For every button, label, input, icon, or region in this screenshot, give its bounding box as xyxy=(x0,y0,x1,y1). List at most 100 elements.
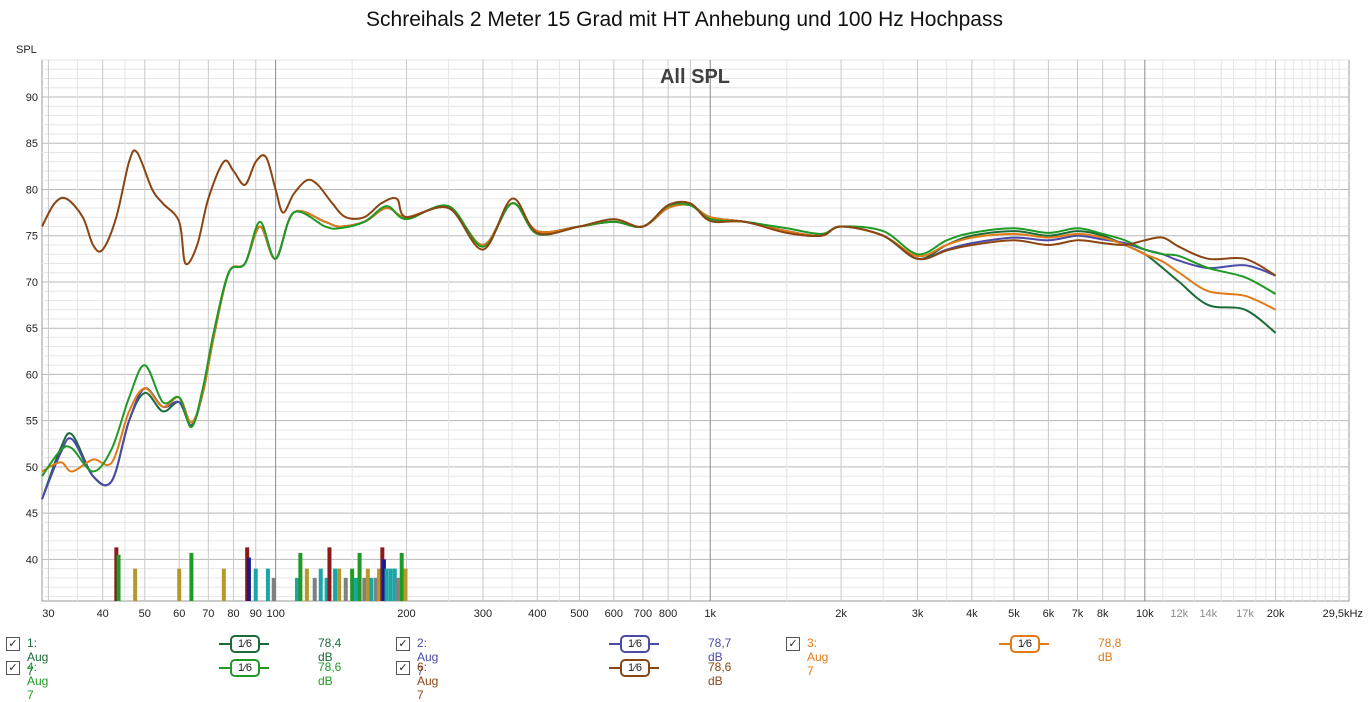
x-tick-label: 50 xyxy=(139,608,151,620)
legend-checkbox[interactable]: ✓ xyxy=(396,661,410,675)
legend-label: 1: Aug 7 xyxy=(27,636,49,678)
legend-value: 78,7 dB xyxy=(708,636,732,664)
peak-bar xyxy=(333,568,338,601)
y-tick-label: 60 xyxy=(26,369,38,381)
x-tick-label: 4k xyxy=(966,608,978,620)
peak-bar xyxy=(253,568,258,601)
peak-bar xyxy=(350,568,355,601)
x-tick-label: 14k xyxy=(1199,608,1217,620)
overlay-label: All SPL xyxy=(660,66,730,88)
axes: 40 45 50 55 60 65 70 75 80 85 90 30 40 50 60 70 80 90 100 2… xyxy=(26,92,1363,620)
x-tick-label: 80 xyxy=(227,608,239,620)
x-tick-label: 40 xyxy=(97,608,109,620)
peak-bar xyxy=(133,568,138,601)
peak-bar xyxy=(318,568,323,601)
y-tick-label: 55 xyxy=(26,416,38,428)
smoothing-label: 1⁄6 xyxy=(230,659,260,677)
y-tick-label: 40 xyxy=(26,554,38,566)
legend-checkbox[interactable]: ✓ xyxy=(786,637,800,651)
legend-checkbox[interactable]: ✓ xyxy=(6,637,20,651)
x-tick-label: 90 xyxy=(250,608,262,620)
peak-bar xyxy=(304,568,309,601)
x-tick-label: 17k xyxy=(1236,608,1254,620)
smoothing-button[interactable]: 1⁄6 xyxy=(999,635,1049,653)
y-tick-label: 50 xyxy=(26,462,38,474)
x-tick-label: 400 xyxy=(528,608,546,620)
x-tick-label: 600 xyxy=(605,608,623,620)
x-tick-label: 60 xyxy=(173,608,185,620)
series-lines xyxy=(41,149,1277,500)
peak-bar xyxy=(265,568,270,601)
peak-bar xyxy=(395,577,400,601)
peak-bars xyxy=(114,547,408,601)
peak-bar xyxy=(403,568,408,601)
grid xyxy=(42,59,1349,601)
smoothing-label: 1⁄6 xyxy=(1010,635,1040,653)
smoothing-button[interactable]: 1⁄6 xyxy=(609,659,659,677)
legend-value: 78,4 dB xyxy=(318,636,342,664)
peak-bar xyxy=(365,568,370,601)
x-tick-label: 700 xyxy=(634,608,652,620)
x-tick-label: 800 xyxy=(659,608,677,620)
x-tick-label: 500 xyxy=(570,608,588,620)
x-tick-label: 10k xyxy=(1136,608,1154,620)
spl-chart[interactable]: 40 45 50 55 60 65 70 75 80 85 90 30 40 50 60 70 80 90 100 2… xyxy=(0,0,1369,630)
peak-bar xyxy=(116,554,121,601)
legend-checkbox[interactable]: ✓ xyxy=(6,661,20,675)
peak-bar xyxy=(295,577,300,601)
peak-bar xyxy=(221,568,226,601)
peak-bar xyxy=(399,552,404,601)
y-tick-label: 75 xyxy=(26,231,38,243)
x-tick-label: 2k xyxy=(835,608,847,620)
peak-bar xyxy=(373,577,378,601)
x-tick-label: 5k xyxy=(1008,608,1020,620)
peak-bar xyxy=(312,577,317,601)
smoothing-button[interactable]: 1⁄6 xyxy=(219,659,269,677)
y-tick-label: 45 xyxy=(26,508,38,520)
series-line-5 xyxy=(41,149,1277,277)
peak-bar xyxy=(392,568,397,601)
legend-value: 78,6 dB xyxy=(708,660,732,688)
legend-label: 4: Aug 7 xyxy=(27,660,49,702)
peak-bar xyxy=(377,568,382,601)
y-tick-label: 90 xyxy=(26,92,38,104)
peak-bar xyxy=(189,552,194,601)
peak-bar xyxy=(362,577,367,601)
peak-bar xyxy=(353,577,358,601)
x-tick-label: 30 xyxy=(42,608,54,620)
plot-frame xyxy=(41,59,1350,602)
y-tick-label: 80 xyxy=(26,184,38,196)
peak-bar xyxy=(369,577,374,601)
x-tick-label: 70 xyxy=(202,608,214,620)
smoothing-button[interactable]: 1⁄6 xyxy=(219,635,269,653)
legend-value: 78,6 dB xyxy=(318,660,342,688)
x-tick-label: 7k xyxy=(1072,608,1084,620)
peak-bar xyxy=(384,568,389,601)
x-tick-label: 300 xyxy=(474,608,492,620)
legend-label: 3: Aug 7 xyxy=(807,636,829,678)
peak-bar xyxy=(271,577,276,601)
peak-bar xyxy=(343,577,348,601)
x-tick-label: 12k xyxy=(1170,608,1188,620)
legend-value: 78,8 dB xyxy=(1098,636,1122,664)
peak-bar xyxy=(327,547,332,601)
legend-label: 2: Aug 7 xyxy=(417,636,439,678)
x-tick-label: 29,5kHz xyxy=(1323,608,1363,620)
smoothing-label: 1⁄6 xyxy=(620,635,650,653)
x-tick-label: 1k xyxy=(704,608,716,620)
x-tick-label: 6k xyxy=(1043,608,1055,620)
legend-label: 6: Aug 7 xyxy=(417,660,439,702)
x-tick-label: 3k xyxy=(912,608,924,620)
peak-bar xyxy=(246,557,251,601)
smoothing-button[interactable]: 1⁄6 xyxy=(609,635,659,653)
peak-bar xyxy=(114,547,119,601)
y-axis-label: SPL xyxy=(16,44,37,56)
smoothing-label: 1⁄6 xyxy=(230,635,260,653)
peak-bar xyxy=(298,552,303,601)
y-tick-label: 85 xyxy=(26,138,38,150)
y-tick-label: 65 xyxy=(26,323,38,335)
peak-bar xyxy=(324,577,329,601)
legend-checkbox[interactable]: ✓ xyxy=(396,637,410,651)
peak-bar xyxy=(381,559,386,601)
peak-bar xyxy=(357,552,362,601)
